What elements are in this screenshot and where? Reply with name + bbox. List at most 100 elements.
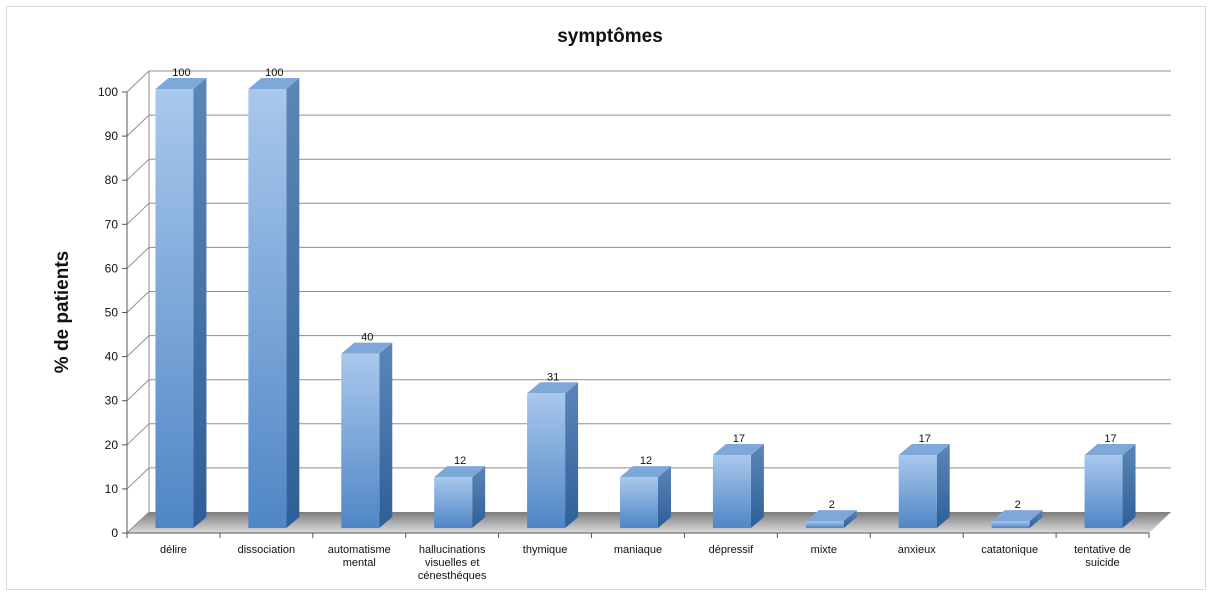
grid-connector (126, 202, 150, 225)
data-label: 40 (361, 332, 373, 344)
chart-title: symptômes (557, 26, 663, 47)
bar-3 (434, 466, 486, 528)
bar-4 (527, 382, 579, 528)
bar-front (341, 353, 380, 528)
bar-side (936, 444, 950, 528)
bar-front (248, 89, 287, 528)
bar-top (712, 444, 764, 456)
y-tick-label: 80 (105, 173, 119, 187)
bar-top (527, 382, 579, 394)
category-label: dépressif (709, 544, 755, 556)
data-label: 17 (919, 433, 931, 445)
bar-top (805, 510, 857, 522)
bar-10 (1084, 444, 1136, 528)
bar-side (1122, 444, 1136, 528)
data-label: 17 (1104, 433, 1116, 445)
y-tick-label: 0 (111, 526, 118, 540)
bar-top (341, 342, 393, 354)
plot-area: 0 10 20 30 40 50 60 70 80 90 100 100 délire 100 dissoc… (98, 67, 1171, 582)
bar-side (750, 444, 764, 528)
bar-top (155, 78, 207, 89)
bar-front (898, 455, 937, 528)
y-tick-label: 90 (105, 129, 119, 143)
bar-6 (712, 444, 764, 528)
y-tick-label: 70 (105, 217, 119, 231)
bar-top (898, 444, 950, 456)
bar-7 (805, 510, 857, 528)
bar-side (658, 466, 671, 528)
category-label: tentative de suicide (1074, 544, 1131, 569)
category-label-line: automatisme (328, 544, 391, 556)
data-label: 17 (733, 433, 745, 445)
category-label: dissociation (238, 544, 295, 556)
category-label: automatisme mental (328, 544, 391, 569)
bar-side (565, 382, 579, 528)
grid-connector (126, 335, 150, 357)
y-tick-label: 30 (105, 394, 119, 408)
y-tick-label: 60 (105, 261, 119, 275)
bar-top (991, 510, 1043, 522)
category-label-line: tentative de (1074, 544, 1131, 556)
bar-top (248, 78, 300, 89)
grid-connector (126, 511, 150, 534)
bar-front (991, 521, 1030, 528)
category-label: hallucinations visuelles et cénesthéques (418, 544, 487, 582)
bar-front (155, 89, 194, 528)
category-label-line: anxieux (898, 544, 936, 556)
bar-1 (248, 78, 300, 528)
grid-connector (126, 379, 150, 402)
bar-side (472, 466, 486, 528)
grid-connector (126, 70, 150, 93)
data-label: 31 (547, 371, 559, 383)
y-axis-label: % de patients (52, 251, 73, 373)
category-label-line: visuelles et (425, 557, 479, 569)
category-label-line: suicide (1085, 557, 1119, 569)
category-label-line: cénesthéques (418, 570, 487, 582)
bar-8 (898, 444, 950, 528)
data-label: 2 (829, 499, 835, 511)
bar-2 (341, 342, 393, 528)
bar-top (620, 466, 671, 478)
bar-front (712, 455, 751, 528)
y-tick-label: 100 (98, 85, 118, 99)
data-label: 12 (454, 455, 466, 467)
grid-connector (126, 291, 150, 313)
y-tick-label: 50 (105, 306, 119, 320)
category-label-line: maniaque (614, 544, 662, 556)
bar-front (434, 477, 473, 528)
y-tick-label: 40 (105, 350, 119, 364)
bar-top (1084, 444, 1136, 456)
bar-side (1029, 510, 1043, 528)
category-label-line: mixte (811, 544, 837, 556)
bar-side (843, 510, 857, 528)
bar-side (193, 78, 207, 528)
category-label: thymique (523, 544, 568, 556)
y-tick-label: 20 (105, 438, 119, 452)
category-label-line: catatonique (981, 544, 1038, 556)
data-label: 100 (265, 67, 283, 79)
category-label: catatonique (981, 544, 1038, 556)
category-label: mixte (811, 544, 837, 556)
category-label-line: délire (160, 544, 187, 556)
bar-side (379, 342, 393, 528)
data-label: 2 (1015, 499, 1021, 511)
bar-front (1084, 455, 1123, 528)
category-label-line: mental (343, 557, 376, 569)
category-label-line: thymique (523, 544, 568, 556)
bar-9 (991, 510, 1043, 528)
grid-connector (126, 247, 150, 269)
bar-side (286, 78, 300, 528)
bar-front (527, 393, 566, 528)
bar-5 (620, 466, 671, 528)
grid-connector (126, 467, 150, 490)
category-label-line: hallucinations (419, 544, 486, 556)
category-label: anxieux (898, 544, 936, 556)
category-label: délire (160, 544, 187, 556)
grid-connector (126, 423, 150, 446)
grid-connector (126, 114, 150, 137)
category-label: maniaque (614, 544, 662, 556)
data-label: 100 (172, 67, 190, 79)
category-label-line: dissociation (238, 544, 295, 556)
data-label: 12 (640, 455, 652, 467)
